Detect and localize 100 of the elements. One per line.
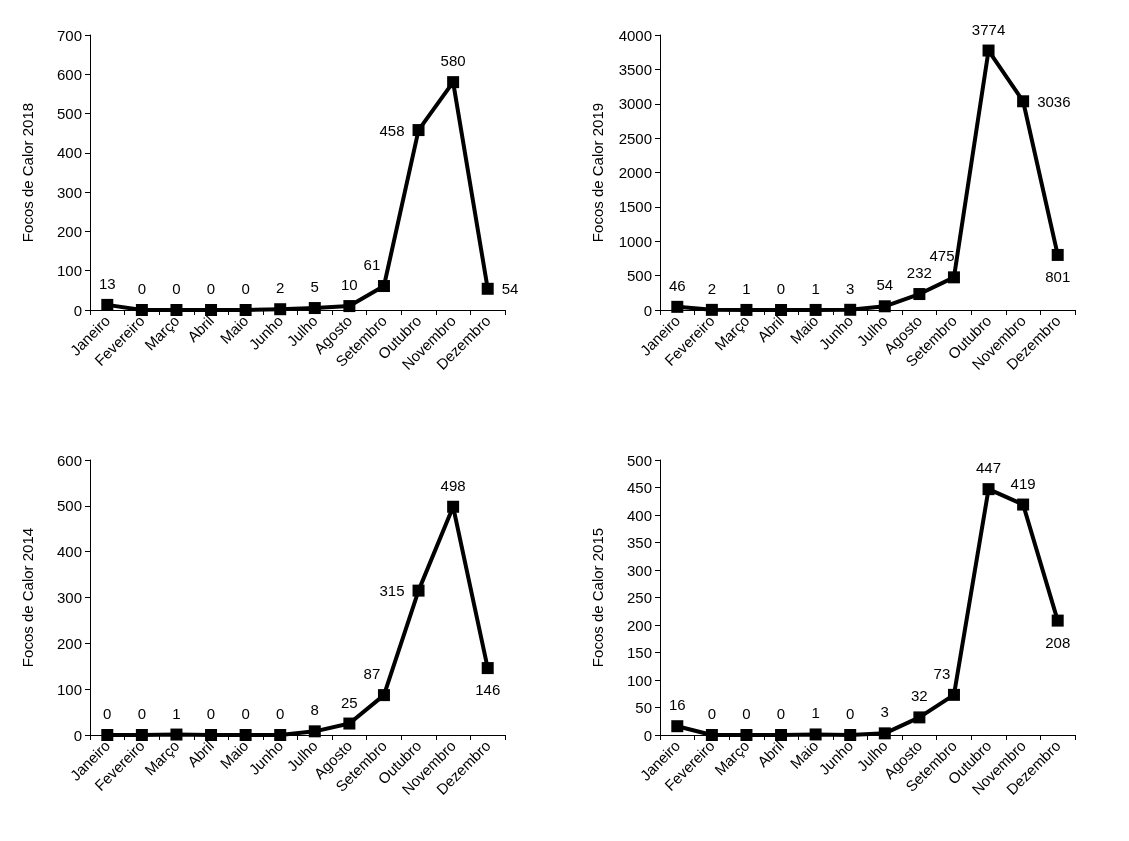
y-tick-label: 600 [56,65,82,83]
data-label: 3036 [1037,92,1071,110]
y-tick-label: 150 [626,644,652,661]
data-label: 0 [206,280,216,297]
data-label: 0 [206,705,216,722]
point [809,303,822,316]
y-tick-label: 3000 [618,95,652,113]
point [412,584,425,597]
data-label: 0 [276,705,285,722]
y-tick-label: 100 [56,262,82,280]
y-tick-label: 2000 [618,164,652,181]
data-label: 1 [811,704,820,722]
point [239,304,252,316]
point [274,303,287,316]
y-tick-label: 1500 [618,198,652,216]
data-label: 419 [1010,474,1036,492]
y-tick-label: 200 [56,634,82,652]
data-label: 146 [475,681,501,699]
data-label: 54 [501,280,519,298]
y-tick-label: 50 [635,699,652,716]
data-label: 475 [929,247,955,265]
data-label: 0 [742,705,751,722]
data-label: 0 [137,705,147,722]
data-label: 25 [341,693,358,711]
y-axis-title: Focos de Calor 2018 [19,102,36,243]
point [205,729,218,741]
data-label: 1 [172,704,181,722]
data-label: 61 [363,256,381,274]
y-tick-label: 600 [56,451,82,469]
y-tick-label: 3500 [618,60,652,78]
point [101,729,114,741]
data-label: 208 [1045,633,1071,651]
point [982,44,995,57]
data-label: 315 [379,582,405,600]
point [1017,498,1030,511]
data-label: 16 [668,696,686,714]
point [913,711,926,724]
point [205,304,218,316]
data-label: 0 [172,280,181,297]
point [308,725,321,738]
y-tick-label: 0 [643,301,652,319]
data-label: 13 [98,274,116,292]
data-label: 46 [668,276,686,294]
point [982,483,995,496]
y-tick-label: 200 [56,222,82,240]
point [101,298,114,311]
point [447,76,460,89]
point [775,304,788,316]
point [170,728,183,741]
data-label: 8 [310,701,319,719]
point [308,302,321,315]
data-label: 3774 [971,20,1006,38]
point [135,304,148,316]
data-label: 232 [906,264,932,282]
data-label: 458 [379,121,405,139]
y-tick-label: 400 [626,506,652,524]
point [1017,95,1030,108]
data-label: 5 [310,278,319,296]
data-label: 1 [811,279,820,297]
y-tick-label: 2500 [618,129,652,147]
point [844,303,857,316]
data-label: 0 [776,705,786,722]
point [844,729,857,741]
point [705,303,718,316]
y-tick-label: 100 [626,671,652,689]
y-tick-label: 100 [56,680,82,698]
y-tick-label: 250 [626,589,652,606]
point [705,729,718,741]
point [878,727,891,740]
point [239,729,252,741]
point [447,500,460,513]
point [170,304,183,316]
y-axis-title: Focos de Calor 2019 [589,102,606,243]
y-tick-label: 350 [626,534,652,551]
data-label: 3 [880,703,889,721]
data-label: 2 [276,279,285,297]
data-label: 1 [742,279,751,297]
point [343,300,356,313]
point [377,689,390,702]
y-tick-label: 500 [626,451,652,469]
y-tick-label: 700 [56,26,82,44]
point [274,729,287,741]
data-label: 10 [341,276,358,294]
data-label: 0 [846,705,855,722]
point [671,720,684,733]
point [343,717,356,730]
point [1051,248,1064,261]
y-tick-label: 300 [626,561,652,579]
data-label: 0 [776,280,786,297]
point [775,729,788,741]
y-tick-label: 0 [73,726,82,744]
data-label: 0 [241,705,250,722]
point [481,662,494,675]
data-label: 3 [846,279,855,297]
y-tick-label: 300 [56,589,82,606]
y-tick-label: 450 [626,479,652,496]
y-tick-label: 500 [626,267,652,285]
data-label: 87 [363,665,381,683]
y-tick-label: 0 [73,301,82,319]
y-tick-label: 300 [56,183,82,201]
